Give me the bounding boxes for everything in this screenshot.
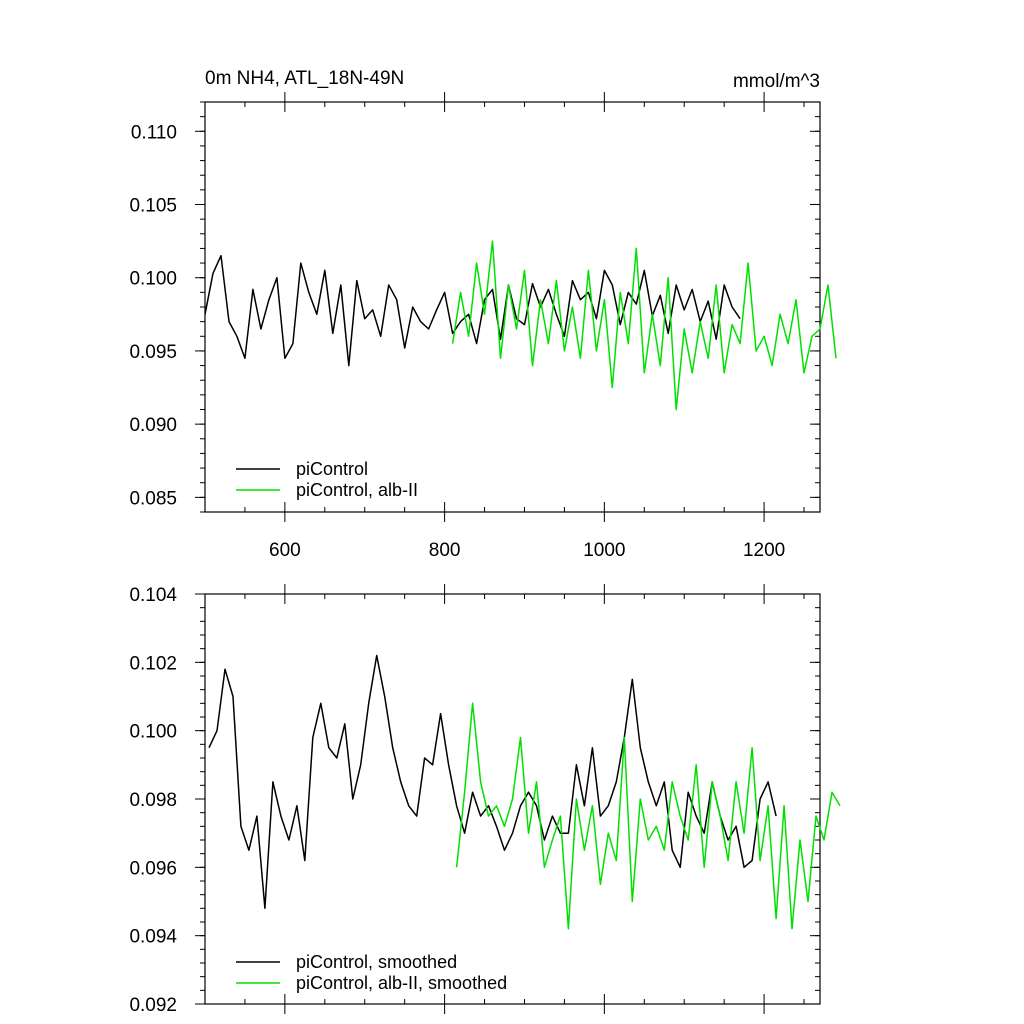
x-tick-label: 1000 bbox=[583, 540, 625, 561]
top-chart-axes: 600 800 1000 1200 0.085 0.090 0.095 0.100 0.105 0… bbox=[129, 92, 821, 561]
y-tick-label: 0.095 bbox=[129, 342, 177, 363]
top-chart-series bbox=[204, 240, 837, 411]
series-line-picontrol bbox=[204, 254, 741, 367]
bottom-chart-legend: piControl, smoothed piControl, alb-II, s… bbox=[236, 952, 507, 993]
y-tick-label: 0.102 bbox=[129, 653, 177, 674]
series-line-picontrol-alb-ii-smoothed bbox=[455, 702, 841, 930]
legend-label-picontrol: piControl bbox=[296, 459, 368, 479]
y-tick-label: 0.094 bbox=[129, 927, 177, 948]
top-chart-panel: 0m NH4, ATL_18N-49N mmol/m^3 600 800 1000 1… bbox=[129, 68, 837, 561]
legend-label-picontrol-smoothed: piControl, smoothed bbox=[296, 952, 457, 972]
chart-units: mmol/m^3 bbox=[733, 71, 820, 92]
y-tick-label: 0.110 bbox=[131, 122, 177, 143]
bottom-chart-panel: 0.092 0.094 0.096 0.098 0.100 0.102 0.104 piCo… bbox=[129, 584, 841, 1016]
y-tick-label: 0.104 bbox=[129, 585, 177, 606]
chart-title: 0m NH4, ATL_18N-49N bbox=[205, 68, 404, 89]
legend-label-picontrol-alb-ii-smoothed: piControl, alb-II, smoothed bbox=[296, 973, 507, 993]
bottom-chart-series bbox=[208, 654, 841, 930]
top-chart-legend: piControl piControl, alb-II bbox=[236, 459, 418, 500]
y-tick-label: 0.096 bbox=[129, 858, 177, 879]
y-tick-label: 0.100 bbox=[129, 722, 177, 743]
series-line-picontrol-smoothed bbox=[208, 654, 777, 910]
x-tick-label: 800 bbox=[429, 540, 461, 561]
series-line-picontrol-alb-ii bbox=[451, 240, 837, 411]
y-tick-label: 0.100 bbox=[129, 269, 177, 290]
y-tick-label: 0.085 bbox=[129, 488, 177, 509]
y-tick-label: 0.105 bbox=[129, 196, 177, 217]
y-tick-label: 0.092 bbox=[129, 995, 177, 1016]
x-tick-label: 600 bbox=[269, 540, 301, 561]
bottom-chart-axes: 0.092 0.094 0.096 0.098 0.100 0.102 0.104 bbox=[129, 584, 821, 1016]
x-tick-label: 1200 bbox=[743, 540, 785, 561]
y-tick-label: 0.098 bbox=[129, 790, 177, 811]
y-tick-label: 0.090 bbox=[129, 415, 177, 436]
legend-label-picontrol-alb-ii: piControl, alb-II bbox=[296, 480, 418, 500]
